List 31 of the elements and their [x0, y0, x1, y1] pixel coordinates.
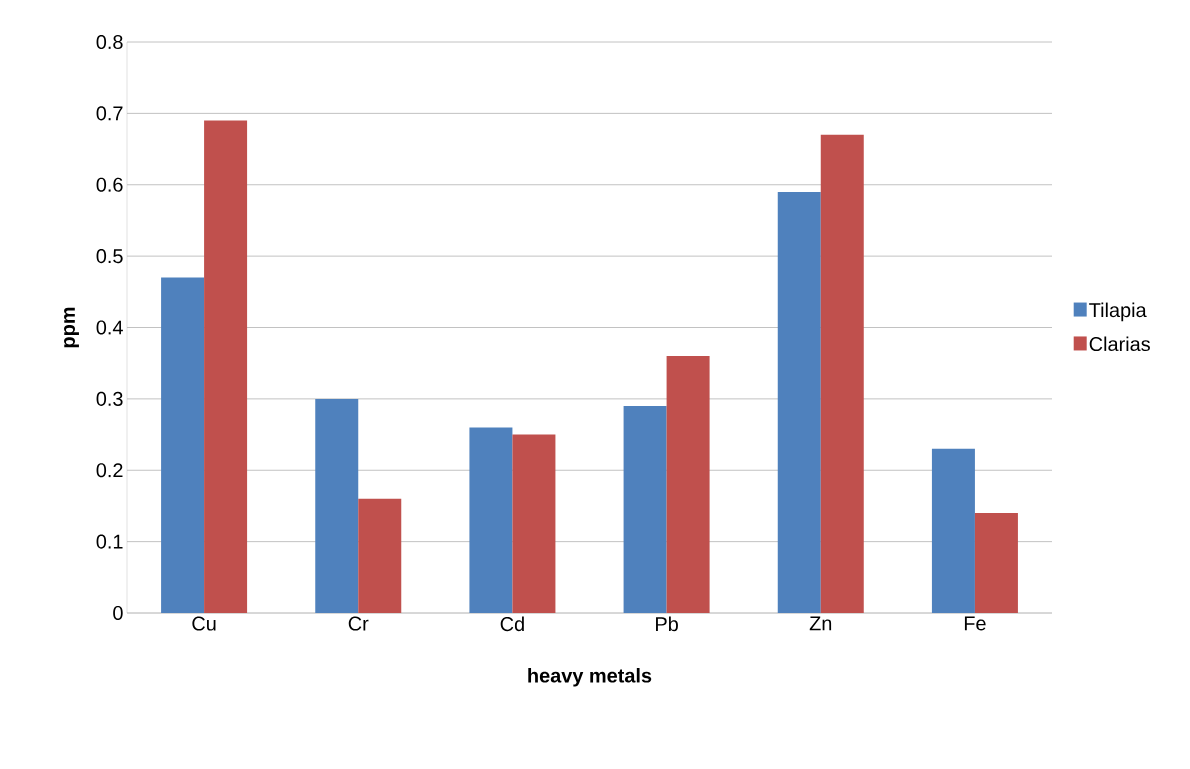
- y-tick-label: 0.3: [96, 391, 123, 406]
- y-tick-label: 0.2: [96, 463, 123, 478]
- y-tick-label: 0.5: [96, 249, 123, 264]
- bar: [512, 434, 556, 613]
- x-tick-label: Cd: [500, 616, 524, 632]
- bar: [358, 498, 402, 613]
- x-tick-label: Fe: [964, 616, 986, 631]
- bar: [161, 277, 205, 613]
- legend-label: Tilapia: [1089, 302, 1147, 322]
- bar: [777, 191, 821, 613]
- y-tick-label: 0.6: [96, 177, 123, 192]
- y-tick-label: 0.7: [96, 106, 123, 121]
- bar: [204, 120, 248, 613]
- bar: [974, 513, 1018, 613]
- x-tick-label: Cu: [192, 616, 216, 631]
- x-tick-label: Zn: [809, 616, 832, 631]
- y-tick-label: 0: [113, 605, 123, 621]
- x-axis-title: heavy metals: [528, 667, 652, 687]
- y-tick-label: 0.4: [96, 320, 123, 335]
- y-tick-label: 0.1: [96, 534, 123, 549]
- bar: [931, 448, 975, 613]
- bar: [315, 398, 359, 613]
- bar: [469, 427, 513, 613]
- bar: [820, 134, 864, 613]
- bar: [623, 406, 667, 613]
- y-tick-label: 0.8: [96, 34, 123, 50]
- legend-label: Clarias: [1089, 336, 1150, 352]
- y-axis-title: ppm: [64, 307, 79, 348]
- x-tick-label: Cr: [348, 616, 369, 631]
- bar: [666, 356, 710, 613]
- x-tick-label: Pb: [656, 616, 678, 632]
